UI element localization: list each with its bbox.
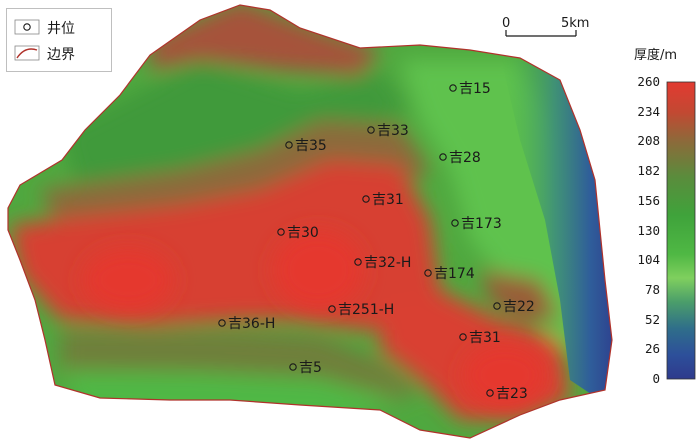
colorbar-gradient (666, 81, 696, 380)
legend-well-row: 井位 (13, 17, 75, 39)
well-label: 吉173 (461, 216, 502, 232)
colorbar (666, 81, 696, 380)
colorbar-tick-label: 26 (644, 341, 660, 357)
well-marker-icon (449, 84, 457, 92)
well-label: 吉35 (295, 138, 327, 154)
colorbar-tick-label: 130 (637, 222, 660, 238)
well-marker-icon (367, 126, 375, 134)
boundary-line (7, 4, 613, 439)
well-label: 吉32-H (364, 255, 411, 271)
legend-well-label: 井位 (47, 21, 75, 37)
well-marker-icon (328, 305, 336, 313)
legend-boundary-label: 边界 (47, 47, 75, 63)
well-marker-icon (439, 153, 447, 161)
well-marker-icon (362, 195, 370, 203)
well-label: 吉5 (299, 360, 322, 376)
well-label: 吉31 (469, 330, 501, 346)
colorbar-title: 厚度/m (634, 48, 678, 63)
colorbar-tick-label: 104 (637, 252, 660, 268)
well-marker-icon (277, 228, 285, 236)
boundary-symbol-icon (14, 45, 40, 61)
well-label: 吉15 (459, 81, 491, 97)
well-marker-icon (486, 389, 494, 397)
colorbar-tick-label: 260 (637, 74, 660, 89)
well-marker-icon (218, 319, 226, 327)
well-symbol-icon (14, 19, 40, 35)
colorbar-tick-label: 78 (644, 281, 660, 297)
well-marker-icon (424, 269, 432, 277)
colorbar-tick-label: 182 (637, 163, 660, 179)
well-marker-icon (451, 219, 459, 227)
well-marker-icon (285, 141, 293, 149)
scale-end-label: 5km (561, 16, 589, 31)
colorbar-tick-label: 234 (637, 103, 660, 119)
legend: 井位 边界 (6, 8, 112, 72)
well-marker-icon (493, 302, 501, 310)
well-label: 吉23 (496, 386, 528, 402)
well-label: 吉30 (287, 225, 319, 241)
well-markers: 吉15 吉33 吉35 吉28 吉31 吉173 吉30 吉32-H 吉174 吉251-H 吉22… (218, 81, 535, 402)
well-marker-icon (354, 258, 362, 266)
scale-bar: 0 5km (502, 16, 589, 37)
scale-start-label: 0 (502, 16, 510, 31)
well-label: 吉33 (377, 123, 409, 139)
well-label: 吉251-H (338, 302, 394, 318)
well-marker-icon (459, 333, 467, 341)
colorbar-tick-label: 52 (644, 311, 660, 327)
well-label: 吉31 (372, 192, 404, 208)
well-label: 吉22 (503, 299, 535, 315)
well-label: 吉36-H (228, 316, 275, 332)
colorbar-tick-label: 0 (652, 371, 660, 386)
well-label: 吉174 (434, 266, 475, 282)
colorbar-tick-label: 156 (637, 192, 660, 208)
well-marker-icon (289, 363, 297, 371)
colorbar-tick-label: 208 (637, 133, 660, 149)
well-label: 吉28 (449, 150, 481, 166)
legend-boundary-row: 边界 (13, 43, 75, 65)
